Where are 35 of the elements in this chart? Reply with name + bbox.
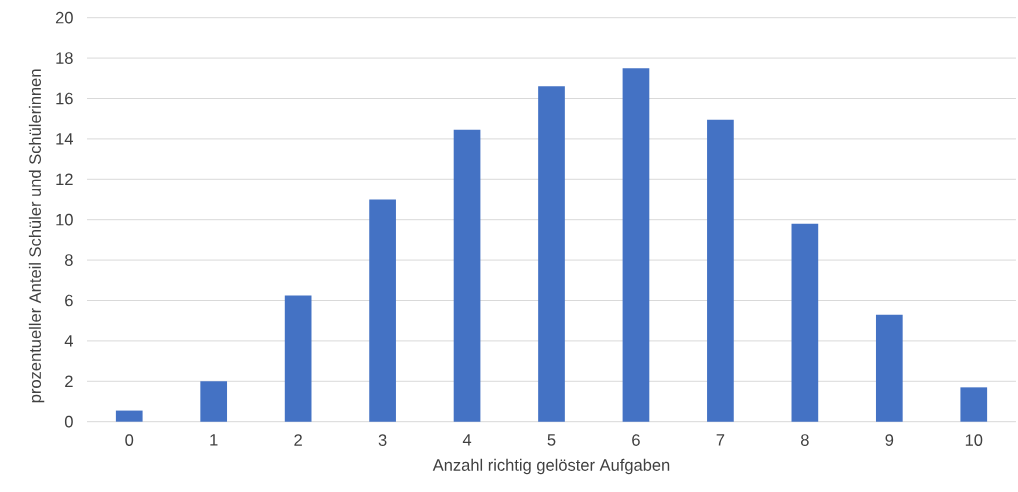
y-axis-title: prozentueller Anteil Schüler und Schülerinnen [28,69,45,403]
y-tick-label: 16 [56,92,73,105]
x-tick-label: 2 [294,434,302,446]
x-axis-title: Anzahl richtig gelöster Aufgaben [432,458,670,475]
bar [369,199,396,422]
x-tick-label: 9 [885,434,894,446]
x-tick-label: 1 [210,434,218,446]
y-tick-label: 2 [65,375,73,388]
x-tick-label: 7 [716,434,725,446]
bar [453,129,481,422]
x-tick-label: 0 [125,434,134,446]
bar [284,295,312,422]
y-tick-label: 14 [56,133,73,145]
bar [791,223,819,422]
y-tick-label: 20 [55,11,73,24]
bar [875,314,903,422]
x-tick-label: 4 [462,434,472,446]
x-tick-label: 3 [378,434,387,446]
y-tick-label: 0 [64,415,73,428]
y-tick-label: 18 [56,52,73,64]
y-tick-label: 8 [65,254,73,266]
y-tick-label: 6 [65,294,73,307]
bar [707,119,734,422]
bar [115,410,143,422]
y-tick-label: 12 [56,173,73,186]
bar [960,387,988,422]
x-tick-label: 6 [632,434,640,446]
x-tick-label: 5 [547,434,556,446]
bar [622,68,650,422]
x-tick-label: 10 [965,434,983,446]
x-tick-label: 8 [801,434,809,446]
bar [538,86,565,422]
y-tick-label: 4 [64,335,73,347]
bar [200,381,228,422]
y-tick-label: 10 [56,213,73,226]
